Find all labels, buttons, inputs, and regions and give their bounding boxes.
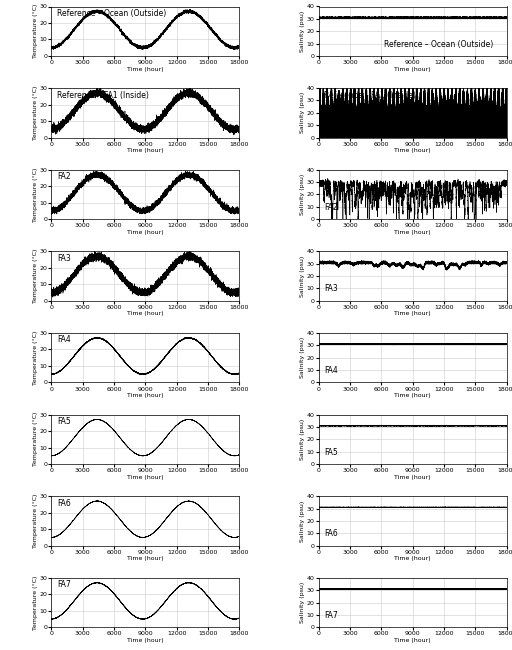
- X-axis label: Time (hour): Time (hour): [127, 148, 164, 153]
- Y-axis label: Temperature (°C): Temperature (°C): [33, 330, 38, 385]
- Y-axis label: Temperature (°C): Temperature (°C): [33, 4, 38, 58]
- Y-axis label: Temperature (°C): Temperature (°C): [33, 86, 38, 140]
- X-axis label: Time (hour): Time (hour): [394, 229, 431, 235]
- Text: FA7: FA7: [324, 611, 338, 620]
- Text: FA6: FA6: [324, 529, 338, 538]
- Y-axis label: Salinity (psu): Salinity (psu): [300, 500, 305, 541]
- X-axis label: Time (hour): Time (hour): [127, 66, 164, 72]
- X-axis label: Time (hour): Time (hour): [394, 474, 431, 480]
- Text: Reference – FA1 (Inside): Reference – FA1 (Inside): [324, 90, 416, 99]
- Y-axis label: Salinity (psu): Salinity (psu): [300, 174, 305, 215]
- X-axis label: Time (hour): Time (hour): [127, 229, 164, 235]
- Text: FA5: FA5: [324, 448, 338, 456]
- X-axis label: Time (hour): Time (hour): [394, 66, 431, 72]
- Text: FA2: FA2: [57, 172, 71, 181]
- Y-axis label: Salinity (psu): Salinity (psu): [300, 419, 305, 460]
- Text: Reference – Ocean (Outside): Reference – Ocean (Outside): [385, 40, 494, 49]
- Text: FA6: FA6: [57, 499, 71, 508]
- Text: FA4: FA4: [324, 366, 338, 375]
- Y-axis label: Temperature (°C): Temperature (°C): [33, 167, 38, 222]
- Text: FA7: FA7: [57, 580, 71, 590]
- Text: FA2: FA2: [324, 203, 338, 212]
- Y-axis label: Salinity (psu): Salinity (psu): [300, 92, 305, 133]
- X-axis label: Time (hour): Time (hour): [127, 638, 164, 643]
- Y-axis label: Temperature (°C): Temperature (°C): [33, 249, 38, 304]
- Y-axis label: Temperature (°C): Temperature (°C): [33, 575, 38, 630]
- Y-axis label: Salinity (psu): Salinity (psu): [300, 255, 305, 296]
- Y-axis label: Temperature (°C): Temperature (°C): [33, 494, 38, 548]
- X-axis label: Time (hour): Time (hour): [394, 393, 431, 398]
- X-axis label: Time (hour): Time (hour): [394, 148, 431, 153]
- Y-axis label: Salinity (psu): Salinity (psu): [300, 10, 305, 52]
- X-axis label: Time (hour): Time (hour): [127, 311, 164, 317]
- Text: FA3: FA3: [324, 285, 338, 293]
- X-axis label: Time (hour): Time (hour): [127, 393, 164, 398]
- X-axis label: Time (hour): Time (hour): [127, 556, 164, 561]
- Y-axis label: Salinity (psu): Salinity (psu): [300, 582, 305, 623]
- Text: FA3: FA3: [57, 254, 71, 263]
- X-axis label: Time (hour): Time (hour): [394, 311, 431, 317]
- X-axis label: Time (hour): Time (hour): [394, 556, 431, 561]
- Text: Reference – Ocean (Outside): Reference – Ocean (Outside): [57, 9, 166, 18]
- Y-axis label: Temperature (°C): Temperature (°C): [33, 412, 38, 467]
- X-axis label: Time (hour): Time (hour): [127, 474, 164, 480]
- Text: Reference – FA1 (Inside): Reference – FA1 (Inside): [57, 90, 148, 99]
- Text: FA4: FA4: [57, 335, 71, 345]
- Text: FA5: FA5: [57, 417, 71, 426]
- Y-axis label: Salinity (psu): Salinity (psu): [300, 337, 305, 378]
- X-axis label: Time (hour): Time (hour): [394, 638, 431, 643]
